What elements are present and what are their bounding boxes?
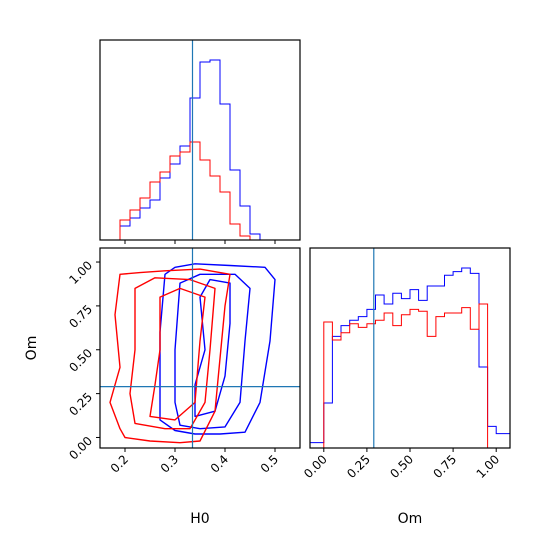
om-xtick-label-4: 1.00 [474,452,503,481]
h0-marginal-frame [99,39,301,241]
contour-series-0-level-2 [194,278,231,418]
h0-histogram-series-0 [100,59,300,241]
h0-histogram-series-1 [100,141,300,241]
om-xtick-label-1: 0.25 [344,452,373,481]
contour-series-0-level-1 [174,273,251,430]
joint-ytick-label-1: 0.25 [66,390,95,419]
om-marginal-panel: 0.00 0.25 0.50 0.75 1.00 Om [301,247,511,527]
joint-frame [99,247,301,449]
joint-xtick-label-3: 0.5 [258,452,281,475]
contour-series-0-level-0 [159,263,276,435]
h0-om-joint-panel: 0.2 0.3 0.4 0.5 0.00 0.25 0.50 0.75 1.00 H0 Om [24,247,301,527]
y-axis-label-om: Om [24,336,40,361]
contour-series-1-level-1 [129,277,216,430]
joint-ytick-label-3: 0.75 [66,302,95,331]
om-histogram-series-1 [323,303,497,449]
joint-xtick-label-0: 0.2 [108,452,131,475]
joint-ytick-label-4: 1.00 [66,258,95,287]
om-histogram-series-0 [310,267,510,444]
om-xtick-label-0: 0.00 [301,452,330,481]
joint-ytick-label-2: 0.50 [66,346,95,375]
om-xtick-label-2: 0.50 [387,452,416,481]
joint-xtick-label-1: 0.3 [158,452,181,475]
om-xtick-label-3: 0.75 [430,452,459,481]
h0-marginal-panel [99,39,301,244]
joint-ytick-label-0: 0.00 [66,434,95,463]
x-axis-label-om: Om [398,511,423,527]
x-axis-label-h0: H0 [190,511,209,527]
om-marginal-frame [309,247,511,449]
contour-series-1-level-0 [109,268,231,444]
joint-xtick-label-2: 0.4 [208,452,231,475]
